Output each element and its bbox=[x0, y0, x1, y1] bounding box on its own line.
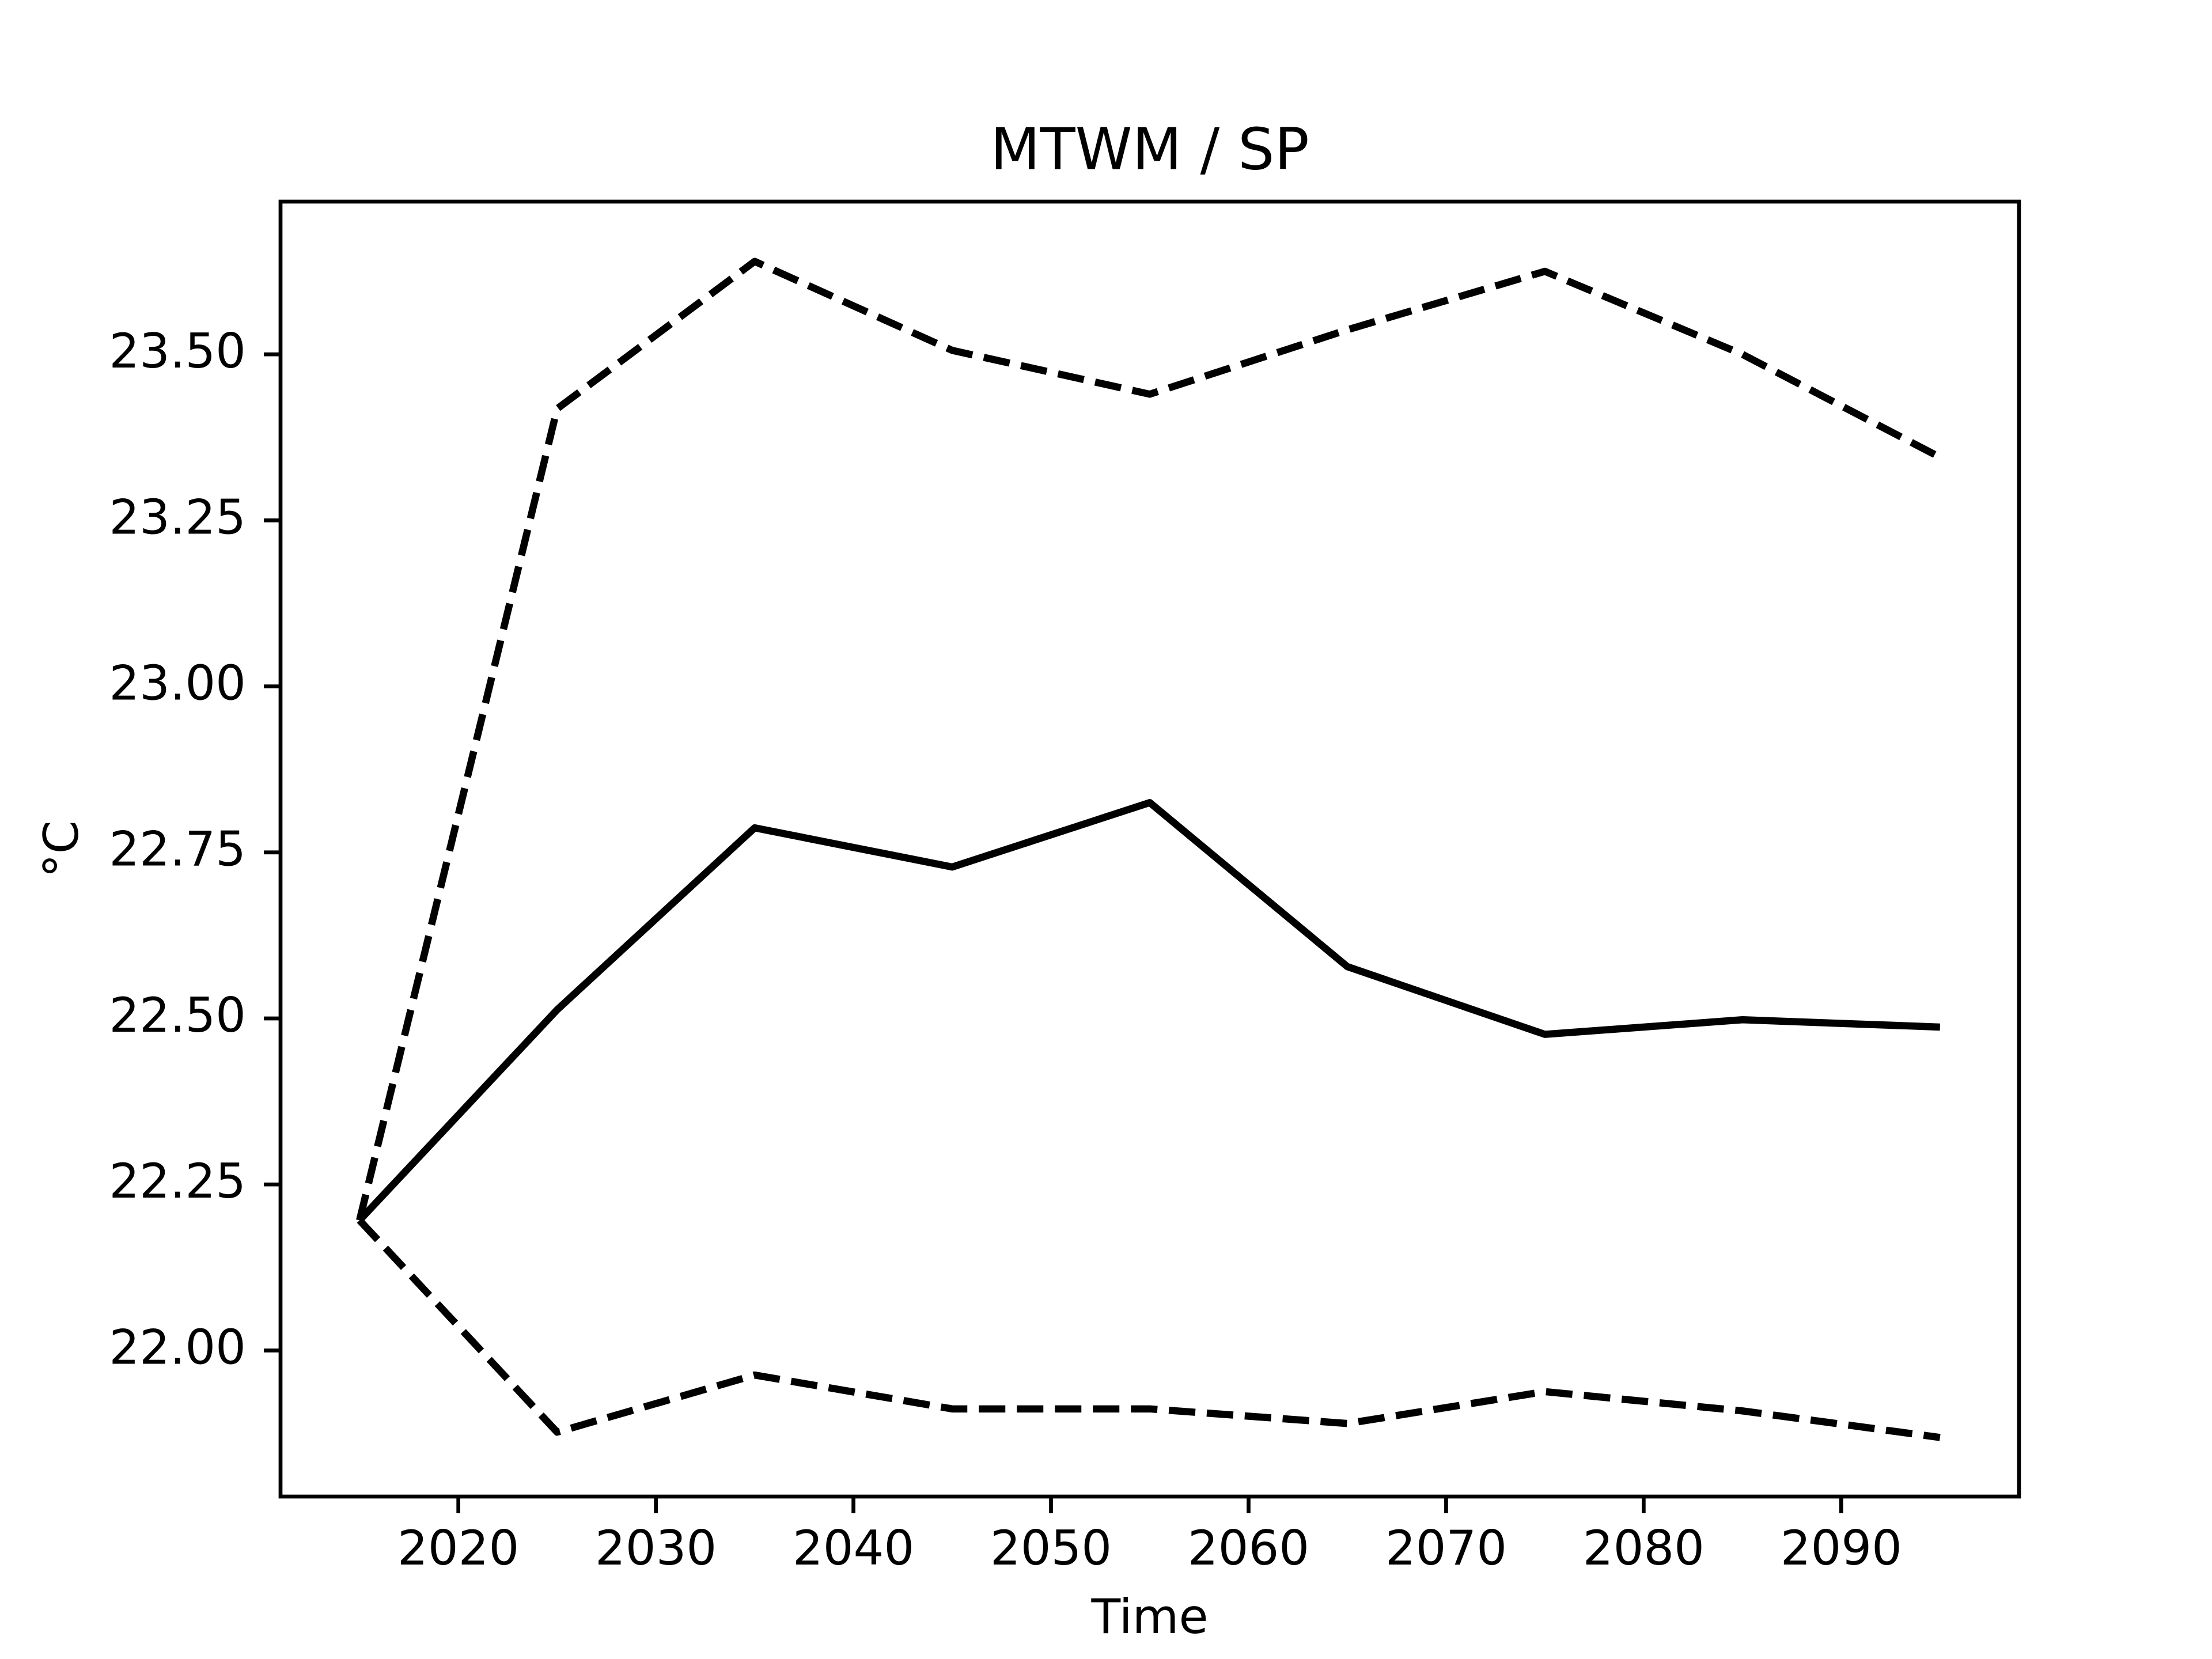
y-tick-label: 23.00 bbox=[109, 655, 246, 711]
chart-title: MTWM / SP bbox=[990, 115, 1309, 183]
x-tick-label: 2060 bbox=[1188, 1520, 1309, 1576]
y-tick-label: 22.50 bbox=[109, 987, 246, 1043]
line-series bbox=[356, 257, 1942, 1221]
y-tick-label: 22.75 bbox=[109, 821, 246, 877]
x-tick-label: 2080 bbox=[1583, 1520, 1705, 1576]
line-series bbox=[357, 1218, 1941, 1441]
y-axis-label: °C bbox=[33, 820, 89, 877]
y-tick-label: 22.00 bbox=[109, 1319, 246, 1375]
x-axis-label: Time bbox=[1090, 1589, 1208, 1645]
x-tick-label: 2030 bbox=[595, 1520, 717, 1576]
x-tick-label: 2090 bbox=[1781, 1520, 1902, 1576]
y-tick-label: 23.50 bbox=[109, 323, 246, 379]
y-tick-label: 23.25 bbox=[109, 489, 246, 545]
x-tick-label: 2020 bbox=[397, 1520, 519, 1576]
y-tick-label: 22.25 bbox=[109, 1153, 246, 1209]
x-tick-label: 2040 bbox=[793, 1520, 914, 1576]
line-series bbox=[357, 799, 1941, 1223]
plot-frame bbox=[278, 199, 2021, 1499]
x-tick-label: 2050 bbox=[990, 1520, 1112, 1576]
x-tick-label: 2070 bbox=[1385, 1520, 1507, 1576]
